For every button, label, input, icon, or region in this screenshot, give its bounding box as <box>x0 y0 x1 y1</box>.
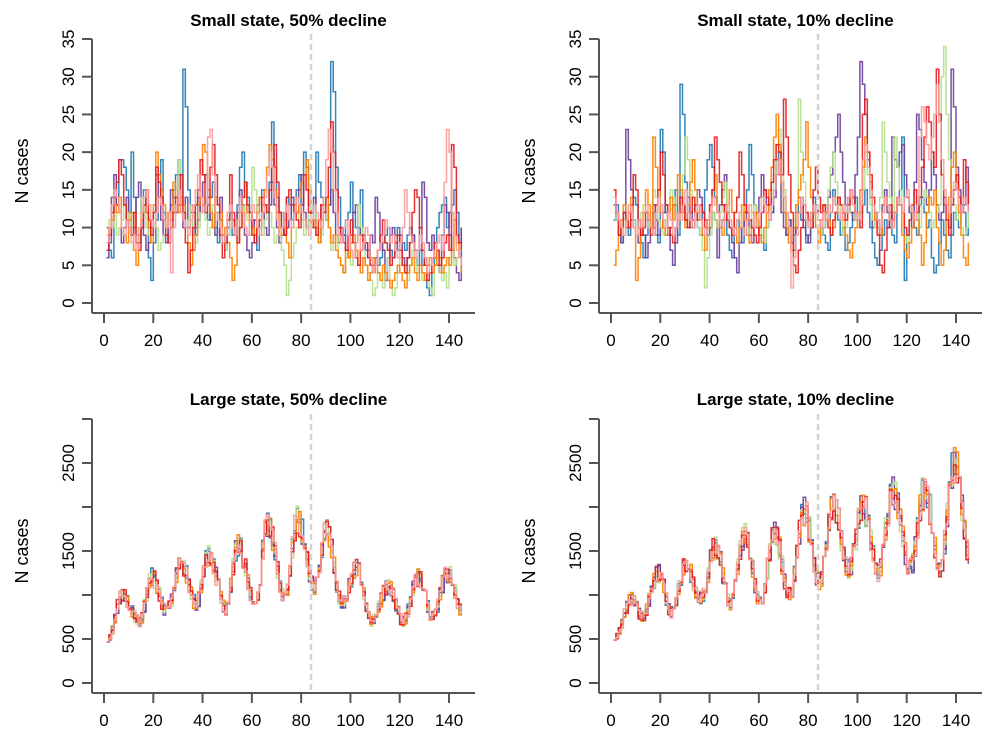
x-tick-label: 100 <box>336 331 364 350</box>
y-tick-label: 0 <box>59 678 78 687</box>
x-tick-label: 120 <box>893 331 921 350</box>
x-tick-label: 0 <box>606 331 615 350</box>
series-line-sim-2 <box>106 518 463 643</box>
x-tick-label: 140 <box>942 711 970 730</box>
series-line-sim-1 <box>106 507 463 643</box>
x-tick-label: 100 <box>336 711 364 730</box>
y-tick-label: 1500 <box>566 532 585 570</box>
x-tick-label: 140 <box>942 331 970 350</box>
x-tick-label: 40 <box>700 711 719 730</box>
y-axis-label: N cases <box>12 138 32 203</box>
x-tick-label: 0 <box>99 711 108 730</box>
x-tick-label: 140 <box>435 331 463 350</box>
y-tick-label: 5 <box>59 261 78 270</box>
series-line-sim-5 <box>613 464 970 641</box>
x-tick-label: 80 <box>799 711 818 730</box>
x-tick-label: 40 <box>700 331 719 350</box>
series-line-sim-6 <box>613 83 970 289</box>
x-tick-label: 40 <box>193 331 212 350</box>
series-line-sim-5 <box>613 68 970 274</box>
y-axis-label: N cases <box>519 138 539 203</box>
x-tick-label: 140 <box>435 711 463 730</box>
x-tick-label: 0 <box>606 711 615 730</box>
y-tick-label: 30 <box>59 67 78 86</box>
x-tick-label: 20 <box>144 331 163 350</box>
x-tick-label: 40 <box>193 711 212 730</box>
series-line-sim-6 <box>106 128 463 274</box>
x-tick-label: 20 <box>651 711 670 730</box>
panel-title: Large state, 10% decline <box>697 390 894 409</box>
y-tick-label: 500 <box>59 625 78 653</box>
y-tick-label: 2500 <box>59 444 78 482</box>
y-tick-label: 35 <box>566 30 585 49</box>
y-tick-label: 20 <box>59 143 78 162</box>
series-line-sim-3 <box>106 505 463 643</box>
series-group <box>106 505 463 643</box>
y-tick-label: 2500 <box>566 444 585 482</box>
x-tick-label: 100 <box>843 711 871 730</box>
series-line-sim-5 <box>106 519 463 643</box>
y-tick-label: 5 <box>566 261 585 270</box>
y-tick-label: 0 <box>566 298 585 307</box>
series-line-sim-4 <box>613 446 970 641</box>
x-tick-label: 80 <box>799 331 818 350</box>
x-tick-label: 0 <box>99 331 108 350</box>
panel-title: Large state, 50% decline <box>190 390 387 409</box>
x-tick-label: 80 <box>292 331 311 350</box>
series-group <box>106 60 463 297</box>
panel-title: Small state, 50% decline <box>190 11 387 30</box>
y-tick-label: 0 <box>59 298 78 307</box>
y-tick-label: 30 <box>566 67 585 86</box>
x-tick-label: 20 <box>651 331 670 350</box>
series-line-sim-5 <box>106 121 463 282</box>
x-tick-label: 100 <box>843 331 871 350</box>
series-line-sim-4 <box>106 510 463 643</box>
panel-title: Small state, 10% decline <box>697 11 894 30</box>
y-tick-label: 10 <box>59 218 78 237</box>
x-tick-label: 60 <box>749 711 768 730</box>
y-tick-label: 15 <box>566 180 585 199</box>
series-line-sim-6 <box>106 513 463 643</box>
x-tick-label: 20 <box>144 711 163 730</box>
panel-small-state-50: Small state, 50% decline N cases 0 5 10 15 2… <box>12 11 475 350</box>
y-tick-label: 10 <box>566 218 585 237</box>
x-tick-label: 120 <box>893 711 921 730</box>
x-tick-label: 60 <box>242 711 261 730</box>
x-tick-label: 120 <box>386 331 414 350</box>
y-tick-label: 15 <box>59 180 78 199</box>
y-tick-label: 500 <box>566 625 585 653</box>
panel-small-state-10: Small state, 10% decline N cases 0 5 10 15 2… <box>519 11 982 350</box>
series-line-sim-6 <box>613 474 970 641</box>
panel-large-state-10: Large state, 10% decline N cases 0 500 150… <box>519 390 982 730</box>
series-group <box>613 45 970 289</box>
y-axis-label: N cases <box>519 518 539 583</box>
x-tick-label: 60 <box>242 331 261 350</box>
y-tick-label: 25 <box>59 105 78 124</box>
series-group <box>613 446 970 641</box>
series-line-sim-3 <box>613 458 969 641</box>
x-tick-label: 80 <box>292 711 311 730</box>
x-tick-label: 120 <box>386 711 414 730</box>
y-tick-label: 1500 <box>59 532 78 570</box>
x-tick-label: 60 <box>749 331 768 350</box>
y-tick-label: 20 <box>566 143 585 162</box>
y-tick-label: 0 <box>566 678 585 687</box>
panel-large-state-50: Large state, 50% decline N cases 0 500 150… <box>12 390 475 730</box>
y-axis-label: N cases <box>12 518 32 583</box>
y-tick-label: 35 <box>59 30 78 49</box>
y-tick-label: 25 <box>566 105 585 124</box>
